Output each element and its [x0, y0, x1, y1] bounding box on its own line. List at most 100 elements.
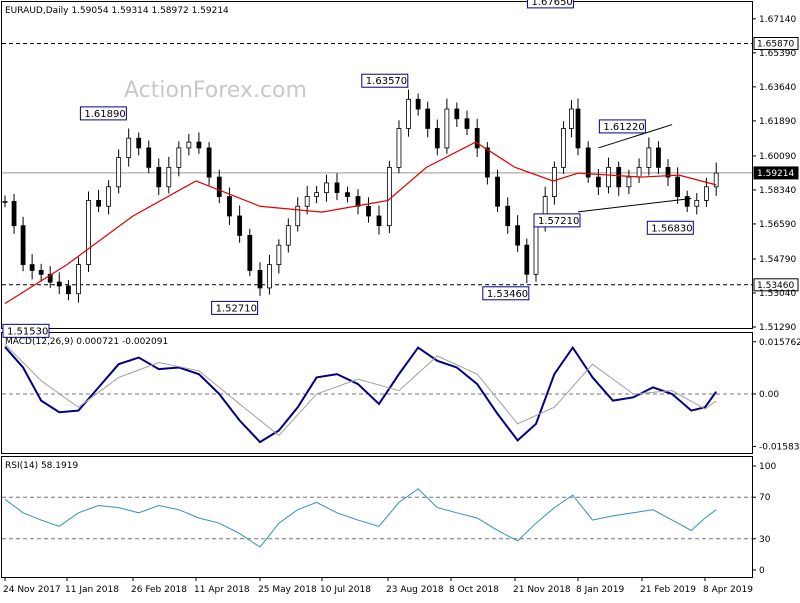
level-price-label: 1.65870	[757, 40, 794, 50]
candle-body	[116, 157, 122, 188]
candle-body	[376, 215, 382, 227]
annotation-label: 1.51530	[7, 326, 48, 337]
candle-body	[515, 225, 521, 246]
date-tick-label: 8 Jan 2019	[576, 585, 624, 595]
candle-body	[106, 186, 112, 207]
date-tick-label: 10 Jul 2018	[320, 585, 371, 595]
candle-body	[237, 215, 243, 236]
date-tick-label: 24 Nov 2017	[3, 585, 61, 595]
annotation-label: 1.56830	[651, 223, 692, 234]
candle-body	[136, 137, 142, 149]
macd-tick-label: 0.015762	[759, 338, 800, 348]
candle-body	[684, 196, 690, 207]
macd-tick-label: -0.015834	[759, 442, 800, 452]
macd-lines	[2, 343, 752, 444]
price-tick-label: 1.65390	[759, 49, 796, 59]
trendline	[598, 124, 673, 149]
candle-body	[444, 108, 450, 149]
rsi-panel-frame	[1, 456, 753, 578]
candle-body	[11, 200, 17, 227]
candle-body	[38, 270, 44, 275]
price-panel-header: EURAUD,Daily 1.59054 1.59314 1.58972 1.5…	[5, 6, 229, 16]
annotation-label: 1.61890	[84, 109, 125, 120]
trendline	[577, 197, 692, 213]
level-price-box	[753, 278, 799, 292]
candle-body	[713, 172, 719, 188]
candle-body	[704, 186, 709, 201]
candle-body	[47, 273, 53, 283]
candle-body	[206, 147, 212, 178]
candle-body	[324, 182, 329, 194]
rsi-tick-label: 30	[759, 535, 771, 545]
rsi-lines	[2, 488, 752, 548]
rsi-panel-header: RSI(14) 58.1919	[5, 461, 78, 471]
price-tick-label: 1.51290	[759, 323, 796, 333]
annotation-box	[79, 106, 127, 121]
date-tick-label: 23 Aug 2018	[386, 585, 444, 595]
candle-body	[524, 244, 530, 275]
candle-body	[176, 147, 182, 168]
candle-body	[334, 182, 340, 194]
price-panel-frame	[1, 1, 753, 329]
price-axis: 1.67140 1.65390 1.63640 1.61890 1.60090 1.583…	[752, 15, 796, 333]
date-tick-label: 11 Jan 2018	[65, 585, 119, 595]
macd-axis: 0.015762 0.00 -0.015834	[752, 338, 800, 452]
candle-body	[675, 176, 681, 197]
candle-body	[267, 264, 272, 289]
horizontal-levels: 1.65870 1.53460 1.59214	[2, 37, 799, 292]
price-tick-label: 1.63640	[759, 83, 796, 93]
date-tick-label: 21 Feb 2019	[640, 585, 696, 595]
candle-body	[533, 225, 539, 275]
macd-tick-label: 0.00	[759, 390, 779, 400]
level-price-box	[753, 37, 799, 50]
candle-body	[636, 166, 642, 178]
level-price-box	[753, 166, 799, 180]
candle-body	[464, 118, 470, 129]
rsi-tick-label: 100	[759, 462, 776, 472]
annotation-box	[526, 0, 574, 9]
candlesticks	[2, 89, 719, 303]
annotation-label: 1.52710	[216, 303, 257, 314]
candle-body	[585, 147, 591, 178]
candle-body	[86, 200, 91, 265]
candle-body	[196, 141, 202, 149]
candle-body	[156, 166, 162, 188]
candle-body	[656, 147, 661, 168]
date-tick-label: 26 Feb 2018	[131, 585, 187, 595]
candle-body	[575, 108, 581, 149]
rsi-axis: 100 70 30 0	[752, 462, 776, 576]
candle-body	[66, 285, 71, 295]
rsi-tick-label: 70	[759, 493, 771, 503]
trendlines	[577, 124, 692, 213]
price-tick-label: 1.53040	[759, 289, 796, 299]
candle-body	[396, 128, 402, 168]
date-tick-label: 21 Nov 2018	[513, 585, 571, 595]
price-tick-label: 1.54790	[759, 255, 796, 265]
macd-panel-header: MACD(12,26,9) 0.000721 -0.002091	[5, 337, 168, 347]
annotation-label: 1.53460	[487, 289, 528, 300]
candle-body	[569, 108, 574, 129]
annotation-box	[482, 286, 530, 301]
annotation-label: 1.61220	[603, 122, 644, 133]
candle-body	[295, 205, 301, 227]
candle-body	[227, 196, 232, 217]
candle-body	[314, 192, 320, 197]
candle-body	[366, 205, 371, 217]
annotation-box	[211, 300, 259, 315]
candle-body	[626, 176, 632, 188]
date-axis: 24 Nov 2017 11 Jan 2018 26 Feb 2018 11 Apr …	[3, 577, 753, 595]
candle-body	[606, 166, 611, 188]
candle-body	[257, 270, 263, 289]
candle-body	[616, 166, 622, 188]
price-tick-label: 1.67140	[759, 15, 796, 25]
candle-body	[665, 166, 671, 178]
candle-body	[96, 200, 101, 207]
candle-body	[355, 196, 361, 207]
macd-line	[4, 345, 718, 444]
candle-body	[126, 137, 132, 159]
candle-body	[166, 166, 172, 188]
candle-body	[454, 108, 460, 120]
candle-body	[434, 128, 440, 149]
moving-average	[4, 141, 717, 304]
